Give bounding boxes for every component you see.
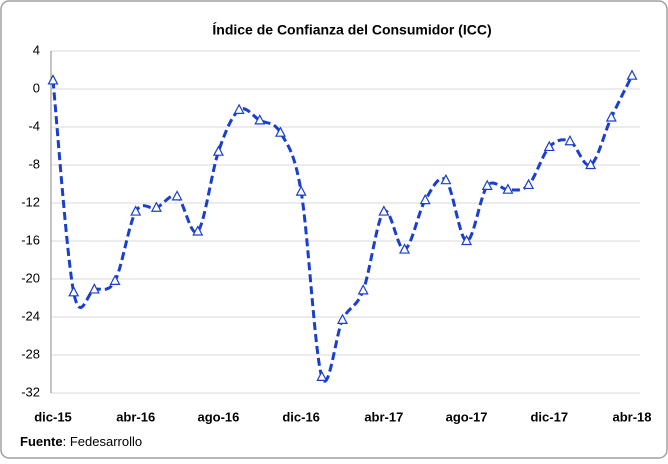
x-tick-label: dic-15 (34, 409, 72, 424)
x-tick-label: ago-16 (197, 409, 239, 424)
chart-title: Índice de Confianza del Consumidor (ICC) (212, 22, 491, 38)
y-tick-label: -28 (21, 346, 40, 361)
point-marker (233, 103, 245, 115)
point-marker (171, 190, 183, 201)
y-tick-label: -4 (28, 118, 40, 133)
source: Fuente: Fedesarrollo (20, 434, 142, 449)
x-tick-label: abr-16 (116, 409, 155, 424)
point-marker (585, 158, 597, 170)
point-marker (605, 111, 617, 122)
source-label: Fuente (20, 434, 63, 449)
source-text: : Fedesarrollo (63, 434, 142, 449)
y-tick-label: -12 (21, 194, 40, 209)
y-tick-label: -32 (21, 384, 40, 399)
x-tick-label: ago-17 (446, 409, 488, 424)
point-marker (502, 183, 514, 194)
point-marker (130, 205, 142, 216)
point-marker (543, 140, 555, 152)
point-marker (274, 126, 286, 137)
point-marker (481, 179, 493, 190)
point-marker (378, 205, 390, 216)
x-tick-label: abr-18 (612, 409, 651, 424)
point-marker (150, 201, 162, 212)
point-marker (47, 74, 59, 85)
point-marker (523, 178, 535, 190)
y-tick-label: 0 (33, 80, 40, 95)
point-marker (564, 134, 576, 146)
point-marker (254, 114, 266, 125)
y-tick-label: -24 (21, 308, 40, 323)
point-marker (109, 274, 121, 285)
x-tick-label: dic-17 (530, 409, 568, 424)
y-tick-label: -8 (28, 156, 40, 171)
y-tick-label: 4 (33, 42, 40, 57)
point-marker (419, 193, 431, 205)
y-tick-label: -20 (21, 270, 40, 285)
point-marker (626, 69, 638, 80)
point-marker (461, 234, 473, 246)
point-marker (88, 283, 100, 294)
point-marker (295, 185, 307, 196)
y-tick-label: -16 (21, 232, 40, 247)
point-marker (399, 243, 411, 254)
point-marker (337, 313, 348, 324)
point-marker (316, 370, 328, 381)
point-marker (68, 286, 80, 297)
point-marker (440, 173, 452, 185)
x-tick-label: dic-16 (282, 409, 320, 424)
point-marker (192, 225, 204, 236)
x-tick-label: abr-17 (364, 409, 403, 424)
point-marker (212, 145, 224, 156)
point-marker (357, 284, 369, 295)
